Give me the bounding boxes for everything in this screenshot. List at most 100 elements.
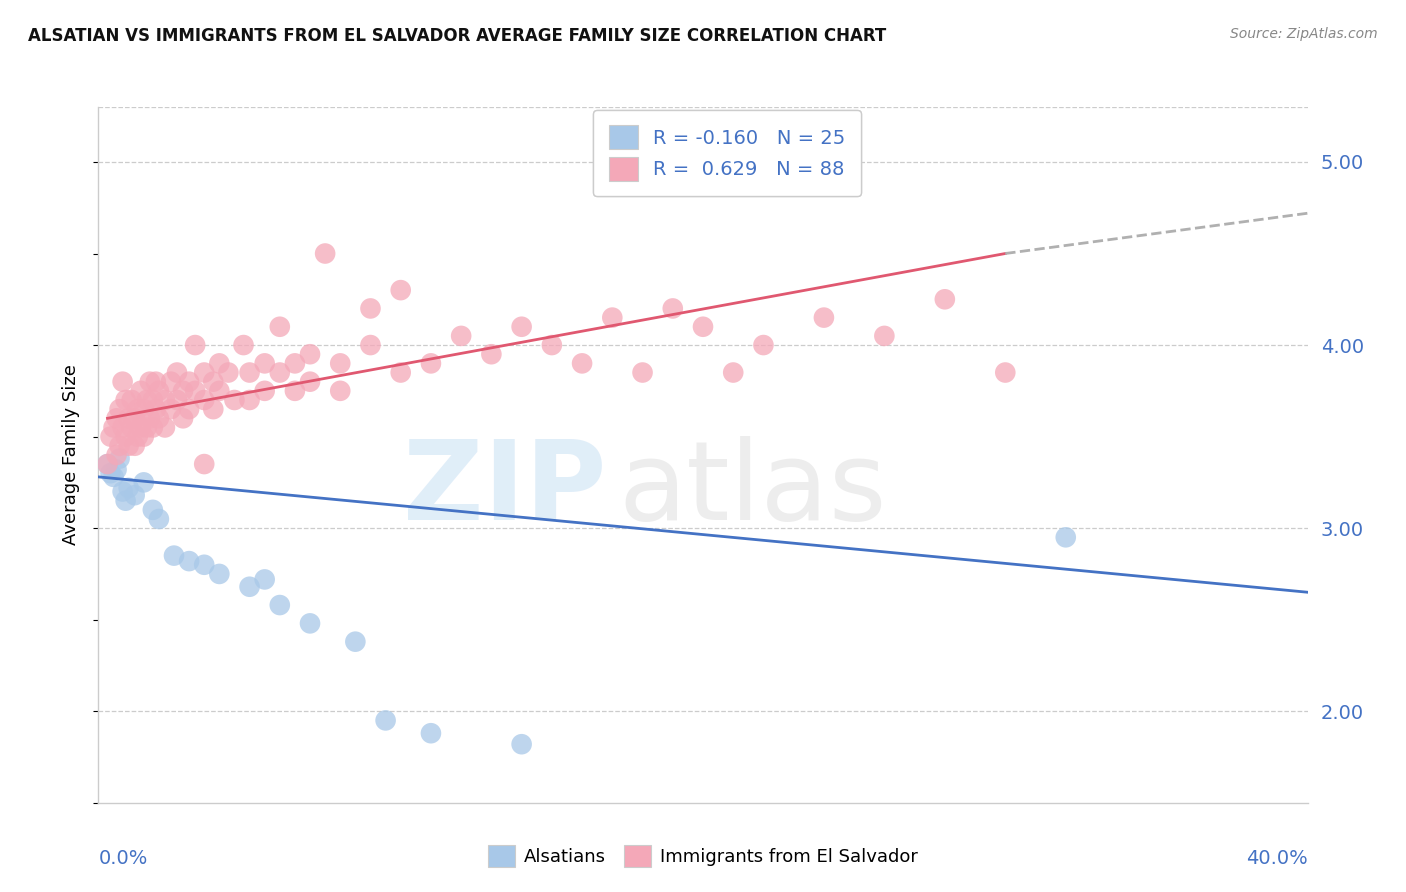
Point [160, 375, 183, 389]
Point [108, 451, 131, 466]
Point [153, 420, 176, 434]
Point [127, 429, 149, 443]
Point [118, 439, 141, 453]
Point [299, 616, 322, 631]
Point [124, 488, 146, 502]
Point [269, 319, 291, 334]
Point [360, 338, 382, 352]
Point [139, 411, 162, 425]
Point [269, 366, 291, 380]
Point [132, 475, 155, 490]
Point [571, 356, 593, 370]
Point [284, 356, 307, 370]
Point [232, 338, 254, 352]
Point [132, 402, 155, 417]
Point [118, 481, 141, 495]
Point [148, 384, 170, 398]
Point [631, 366, 654, 380]
Point [114, 493, 136, 508]
Point [172, 411, 194, 425]
Point [127, 402, 149, 417]
Point [314, 246, 336, 260]
Point [253, 573, 276, 587]
Point [692, 319, 714, 334]
Point [184, 384, 207, 398]
Point [450, 329, 472, 343]
Point [344, 634, 367, 648]
Point [142, 503, 165, 517]
Point [329, 384, 352, 398]
Point [1054, 530, 1077, 544]
Point [103, 470, 125, 484]
Text: 0.0%: 0.0% [98, 848, 148, 868]
Point [239, 366, 262, 380]
Point [114, 429, 136, 443]
Point [105, 448, 128, 462]
Point [389, 283, 412, 297]
Point [481, 347, 503, 361]
Point [142, 420, 165, 434]
Point [217, 366, 239, 380]
Text: Source: ZipAtlas.com: Source: ZipAtlas.com [1230, 27, 1378, 41]
Point [723, 366, 745, 380]
Point [142, 392, 165, 407]
Point [253, 384, 276, 398]
Text: atlas: atlas [619, 436, 887, 543]
Point [103, 420, 125, 434]
Point [114, 392, 136, 407]
Point [934, 293, 956, 307]
Point [239, 580, 262, 594]
Point [239, 392, 262, 407]
Point [179, 375, 201, 389]
Point [108, 402, 131, 417]
Point [208, 566, 231, 581]
Point [96, 457, 118, 471]
Point [100, 467, 122, 481]
Point [662, 301, 685, 316]
Point [135, 420, 157, 434]
Point [135, 392, 157, 407]
Point [160, 402, 183, 417]
Text: 40.0%: 40.0% [1246, 848, 1308, 868]
Point [132, 429, 155, 443]
Legend: R = -0.160   N = 25, R =  0.629   N = 88: R = -0.160 N = 25, R = 0.629 N = 88 [593, 110, 862, 196]
Point [96, 457, 118, 471]
Point [374, 714, 396, 728]
Point [202, 402, 225, 417]
Point [540, 338, 562, 352]
Point [129, 384, 152, 398]
Point [224, 392, 246, 407]
Point [420, 726, 443, 740]
Point [145, 375, 167, 389]
Point [389, 366, 412, 380]
Point [111, 420, 134, 434]
Point [202, 375, 225, 389]
Point [148, 512, 170, 526]
Point [129, 420, 152, 434]
Point [124, 439, 146, 453]
Point [108, 439, 131, 453]
Point [269, 598, 291, 612]
Point [145, 402, 167, 417]
Legend: Alsatians, Immigrants from El Salvador: Alsatians, Immigrants from El Salvador [481, 838, 925, 874]
Y-axis label: Average Family Size: Average Family Size [62, 365, 80, 545]
Point [172, 384, 194, 398]
Point [163, 549, 186, 563]
Point [111, 375, 134, 389]
Point [208, 384, 231, 398]
Point [100, 429, 122, 443]
Point [329, 356, 352, 370]
Point [208, 356, 231, 370]
Point [166, 392, 188, 407]
Point [193, 392, 215, 407]
Point [121, 392, 143, 407]
Point [510, 737, 533, 751]
Point [510, 319, 533, 334]
Point [118, 411, 141, 425]
Point [179, 402, 201, 417]
Point [813, 310, 835, 325]
Point [752, 338, 775, 352]
Point [994, 366, 1017, 380]
Point [873, 329, 896, 343]
Point [193, 366, 215, 380]
